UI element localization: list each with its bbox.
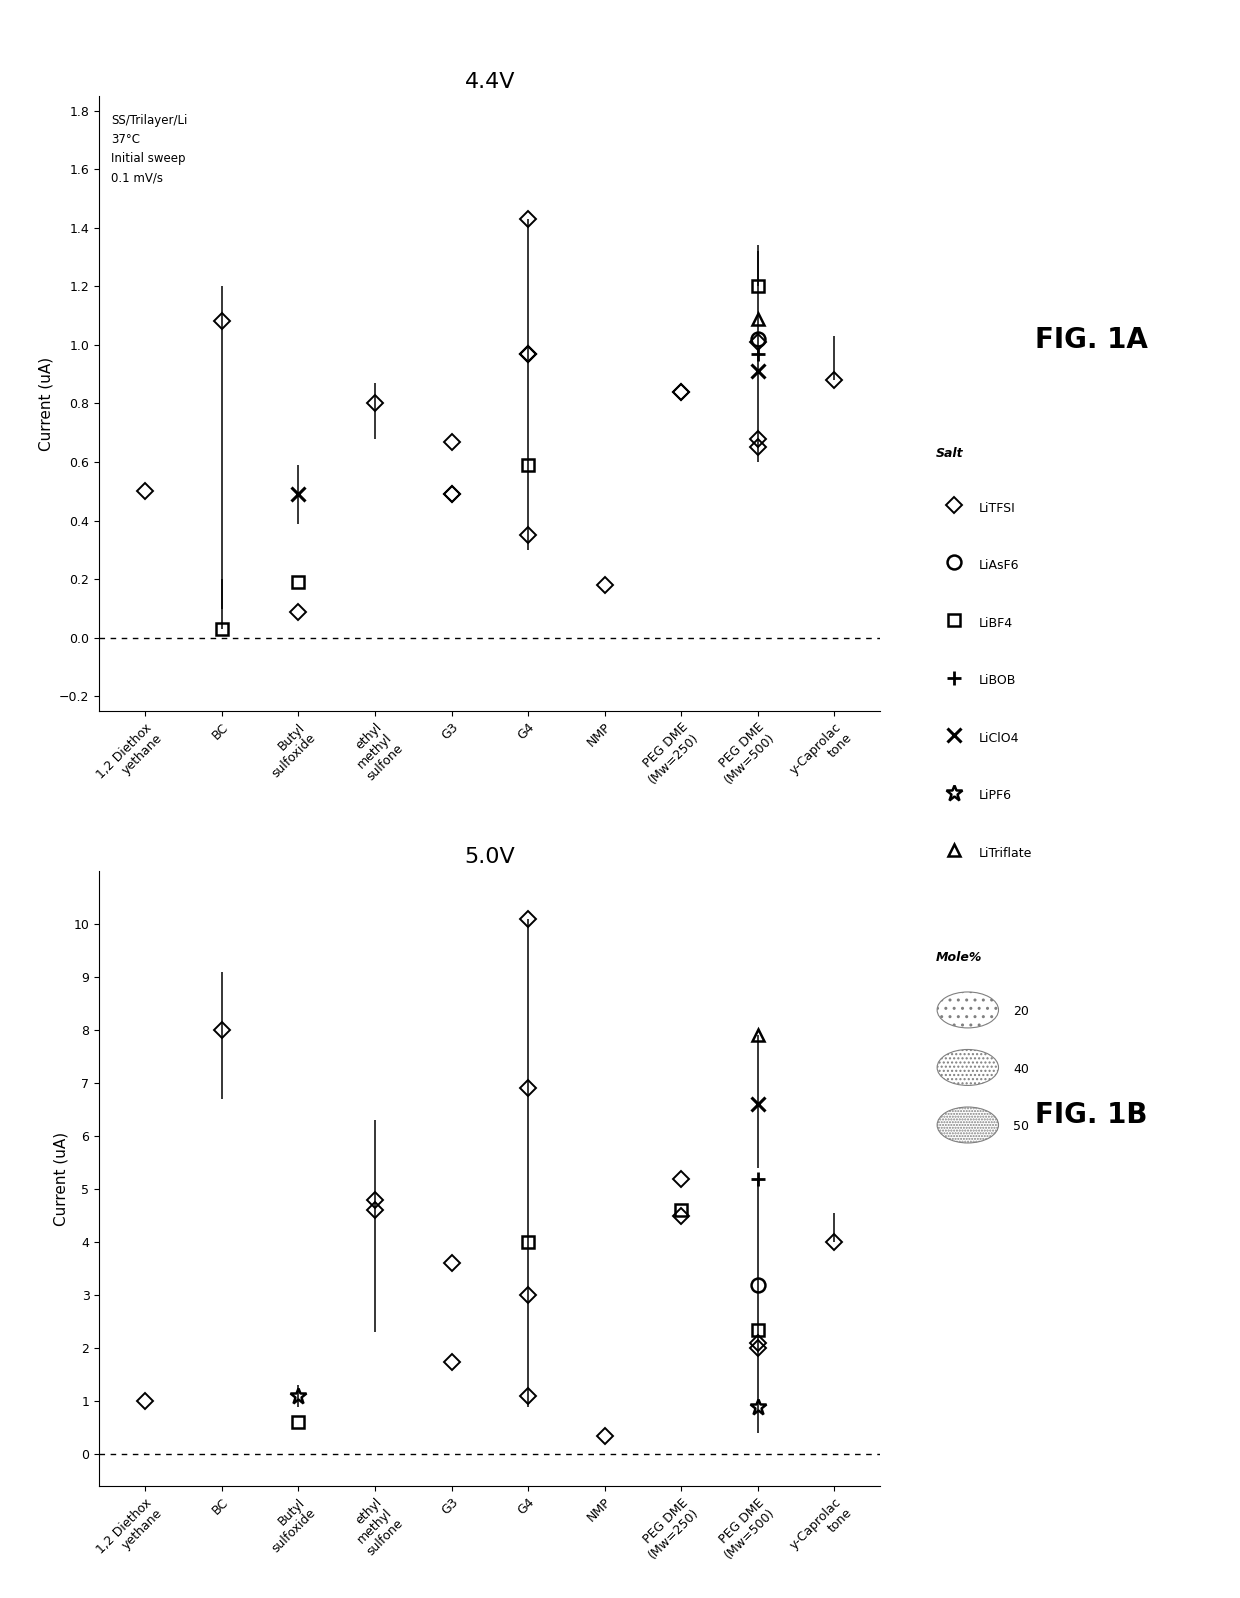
Ellipse shape — [937, 992, 998, 1028]
Y-axis label: Current (uA): Current (uA) — [53, 1131, 68, 1226]
Text: LiBOB: LiBOB — [978, 674, 1016, 687]
Title: 5.0V: 5.0V — [465, 847, 515, 866]
Ellipse shape — [937, 1050, 998, 1085]
Text: LiTriflate: LiTriflate — [978, 847, 1032, 860]
Text: FIG. 1A: FIG. 1A — [1035, 326, 1148, 353]
Text: LiClO4: LiClO4 — [978, 732, 1019, 745]
Text: 20: 20 — [1013, 1005, 1029, 1018]
Text: LiPF6: LiPF6 — [978, 789, 1012, 802]
Text: FIG. 1B: FIG. 1B — [1035, 1101, 1148, 1128]
Text: LiTFSI: LiTFSI — [978, 502, 1016, 515]
Text: LiBF4: LiBF4 — [978, 617, 1013, 630]
Text: LiAsF6: LiAsF6 — [978, 559, 1019, 572]
Title: 4.4V: 4.4V — [465, 72, 515, 91]
Text: SS/Trilayer/Li
37°C
Initial sweep
0.1 mV/s: SS/Trilayer/Li 37°C Initial sweep 0.1 mV… — [110, 115, 187, 184]
Ellipse shape — [937, 1107, 998, 1143]
Text: 40: 40 — [1013, 1063, 1029, 1075]
Text: 50: 50 — [1013, 1120, 1029, 1133]
Text: Salt: Salt — [936, 447, 963, 460]
Y-axis label: Current (uA): Current (uA) — [38, 356, 53, 451]
Text: Mole%: Mole% — [936, 951, 982, 964]
